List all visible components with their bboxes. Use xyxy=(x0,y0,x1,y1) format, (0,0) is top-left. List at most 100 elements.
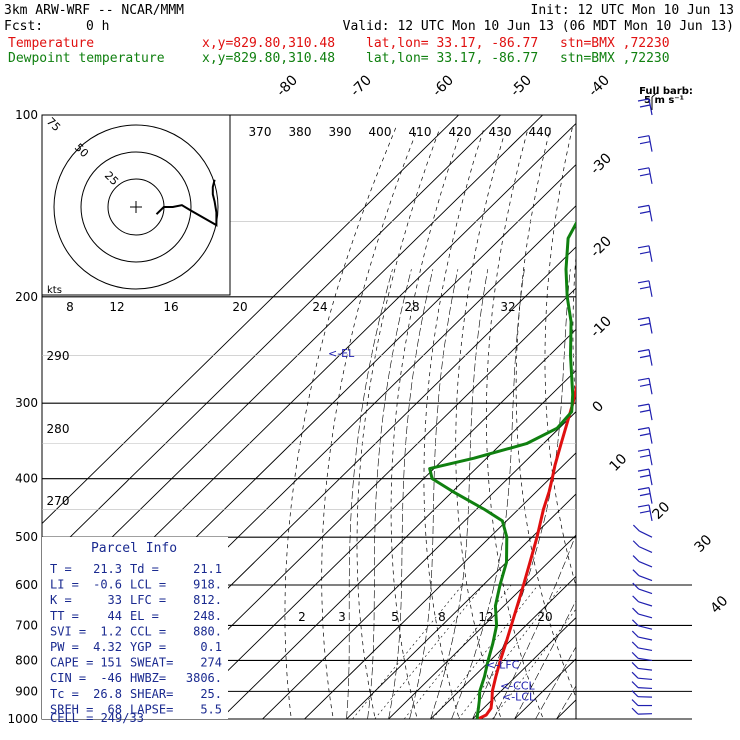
parcel-field: TT = xyxy=(50,609,79,623)
isotherm-line xyxy=(261,411,576,719)
parcel-field: YGP = xyxy=(130,640,166,654)
mixing-ratio-label: 8 xyxy=(438,610,446,624)
parcel-field: Tc = xyxy=(50,687,79,701)
wind-barb xyxy=(631,690,653,698)
moist-adiabat xyxy=(430,269,489,719)
isotherm-line xyxy=(627,102,740,732)
wind-barb xyxy=(631,707,653,715)
dry-adiabat xyxy=(486,127,544,719)
wind-barb xyxy=(637,427,653,444)
theta-label: 370 xyxy=(249,125,272,139)
pressure-label: 200 xyxy=(15,290,38,304)
wind-barb xyxy=(637,316,653,334)
parcel-field: 25. xyxy=(200,687,222,701)
parcel-field: LI = xyxy=(50,578,79,592)
isotherm-line xyxy=(513,658,576,719)
init-time: Init: 12 UTC Mon 10 Jun 13 xyxy=(531,3,735,18)
isotherm-line xyxy=(471,616,576,719)
mixing-ratio-line xyxy=(403,584,512,719)
wind-barb xyxy=(637,377,653,395)
pressure-label: 400 xyxy=(15,472,38,486)
dry-adiabat xyxy=(284,127,397,719)
wind-barb xyxy=(637,504,653,522)
dry-adiabat xyxy=(356,127,441,719)
mixing-ratio-label: 2 xyxy=(298,610,306,624)
barb-legend-line2: 5 m s⁻¹ xyxy=(644,95,684,106)
isotherm-label: -30 xyxy=(588,150,615,177)
isotherm-label: 20 xyxy=(650,499,674,523)
mixing-ratio-line xyxy=(458,584,563,719)
isotherm-label: 40 xyxy=(708,593,732,617)
barb-legend-line1: Full barb: xyxy=(639,86,693,97)
theta-label: 400 xyxy=(369,125,392,139)
wind-barb xyxy=(637,280,653,297)
dry-adiabat xyxy=(423,127,485,719)
wind-barb xyxy=(637,245,653,262)
wind-barb xyxy=(632,582,653,595)
moist-adiabat xyxy=(367,269,412,719)
parcel-field: 812. xyxy=(193,593,222,607)
isotherm-line xyxy=(429,575,576,719)
parcel-field: 248. xyxy=(193,609,222,623)
parcel-field: 1.2 xyxy=(100,624,122,638)
isotherm-label: -60 xyxy=(430,72,457,99)
parcel-field: 44 xyxy=(108,609,122,623)
fcst-label: Fcst: xyxy=(4,19,43,34)
moist-adiabat xyxy=(493,533,576,719)
hodograph-units: kts xyxy=(47,285,62,296)
parcel-field: 3806. xyxy=(186,671,222,685)
pressure-label: 1000 xyxy=(7,712,38,726)
parcel-field: 274 xyxy=(200,656,222,670)
wind-barb xyxy=(631,699,652,707)
parcel-field: LFC = xyxy=(130,593,166,607)
wind-barb xyxy=(637,135,653,152)
ratio-label: 32 xyxy=(500,300,515,314)
dry-adiabat xyxy=(702,128,740,732)
parcel-field: K = xyxy=(50,593,72,607)
mixing-ratio-label: 5 xyxy=(391,610,399,624)
theta-label: 390 xyxy=(329,125,352,139)
wind-barb xyxy=(631,641,653,652)
parcel-field: CAPE = xyxy=(50,656,93,670)
wind-barb xyxy=(637,448,653,466)
hodograph-ring xyxy=(53,124,219,290)
temperature-legend: Temperature xyxy=(8,36,94,51)
parcel-field: Td = xyxy=(130,562,159,576)
isotherm-line xyxy=(345,493,576,719)
parcel-info-box: Parcel Info T = 21.3 Td = 21.1 LI = -0.6 LCL = 9… xyxy=(42,537,228,725)
dry-adiabat xyxy=(572,252,576,410)
wind-barb xyxy=(637,468,653,486)
background-grid xyxy=(42,102,740,732)
wind-barb xyxy=(632,524,653,538)
theta-label: 380 xyxy=(289,125,312,139)
wind-barb xyxy=(632,555,653,568)
mixing-ratio-line xyxy=(374,584,484,719)
isotherm-line xyxy=(219,369,576,719)
header: 3km ARW-WRF -- NCAR/MMM Init: 12 UTC Mon… xyxy=(4,3,734,66)
parcel-field: 918. xyxy=(193,578,222,592)
ratio-label: 24 xyxy=(312,300,327,314)
parcel-field: LCL = xyxy=(130,578,166,592)
isotherm-line xyxy=(42,115,460,525)
wind-barb xyxy=(637,204,653,222)
ratio-label: 12 xyxy=(109,300,124,314)
isotherm-line xyxy=(177,328,576,719)
parcel-field: LAPSE= xyxy=(130,702,173,716)
moist-adiabat xyxy=(451,269,525,719)
parcel-field: PW = xyxy=(50,640,79,654)
pressure-label: 500 xyxy=(15,530,38,544)
dry-adiabat-label: 280 xyxy=(47,422,70,436)
moist-adiabat xyxy=(388,269,434,719)
parcel-field: 33 xyxy=(108,593,122,607)
parcel-field: CCL = xyxy=(130,624,166,638)
model-title: 3km ARW-WRF -- NCAR/MMM xyxy=(4,3,184,18)
isotherm-line xyxy=(585,102,740,732)
dry-adiabat xyxy=(390,127,463,719)
wind-barb xyxy=(631,681,653,690)
mixing-ratio-line xyxy=(352,584,463,719)
parcel-field: -0.6 xyxy=(93,578,122,592)
wind-barb xyxy=(631,619,653,630)
isotherm-label: 10 xyxy=(607,451,631,475)
wind-barb xyxy=(637,98,653,116)
